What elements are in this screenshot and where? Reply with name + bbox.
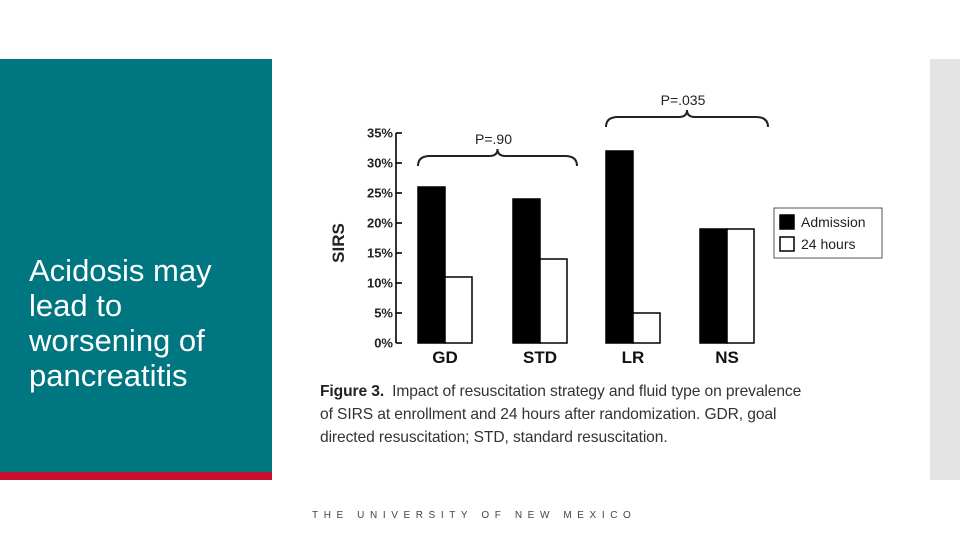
bar-std-24-hours: [539, 258, 568, 344]
bar-gd-admission: [417, 186, 446, 344]
y-axis-label: SIRS: [329, 223, 348, 263]
caption-line-3: directed resuscitation; STD, standard re…: [320, 429, 668, 446]
bar-gd-24-hours: [444, 276, 473, 344]
significance-brace: [417, 148, 578, 167]
y-tick-label: 35%: [367, 126, 393, 141]
x-tick-label: LR: [622, 348, 645, 367]
significance-label: P=.035: [661, 92, 706, 108]
side-strip: [930, 59, 960, 480]
bar-ns-admission: [699, 228, 728, 344]
bar-ns-24-hours: [726, 228, 755, 344]
accent-bar: [0, 472, 272, 480]
y-tick-label: 15%: [367, 246, 393, 261]
figure-image: 0% 5% 10% 15% 20% 25% 30% 35% SIRS GD STD LR NS P=.90…: [318, 84, 884, 454]
y-tick-label: 10%: [367, 276, 393, 291]
figure-caption: Figure 3. Impact of resuscitation strateg…: [320, 380, 884, 449]
slide-title: Acidosis may lead to worsening of pancre…: [29, 253, 212, 393]
significance-brace: [605, 109, 769, 128]
x-tick-label: GD: [432, 348, 458, 367]
bar-std-admission: [512, 198, 541, 344]
title-panel: Acidosis may lead to worsening of pancre…: [0, 59, 272, 472]
y-tick-label: 0%: [374, 336, 393, 351]
x-tick-label: NS: [715, 348, 739, 367]
bar-lr-24-hours: [632, 312, 661, 344]
footer-university: THE UNIVERSITY OF NEW MEXICO: [312, 510, 637, 521]
y-tick-label: 30%: [367, 156, 393, 171]
caption-text-1: Impact of resuscitation strategy and flu…: [392, 383, 802, 400]
caption-line-1: Figure 3. Impact of resuscitation strateg…: [320, 380, 884, 403]
sirs-bar-chart: 0% 5% 10% 15% 20% 25% 30% 35% SIRS GD STD LR NS P=.90…: [329, 92, 883, 367]
legend-entry-24-hours: 24 hours: [801, 236, 855, 252]
y-tick-label: 25%: [367, 186, 393, 201]
legend-entry-admission: Admission: [801, 214, 866, 230]
y-tick-label: 5%: [374, 306, 393, 321]
legend-swatch: [779, 236, 795, 252]
caption-line-2: of SIRS at enrollment and 24 hours after…: [320, 406, 777, 423]
bar-lr-admission: [605, 150, 634, 344]
x-tick-label: STD: [523, 348, 557, 367]
legend-swatch: [779, 214, 795, 230]
significance-label: P=.90: [475, 131, 512, 147]
y-tick-label: 20%: [367, 216, 393, 231]
caption-label: Figure 3.: [320, 383, 385, 400]
